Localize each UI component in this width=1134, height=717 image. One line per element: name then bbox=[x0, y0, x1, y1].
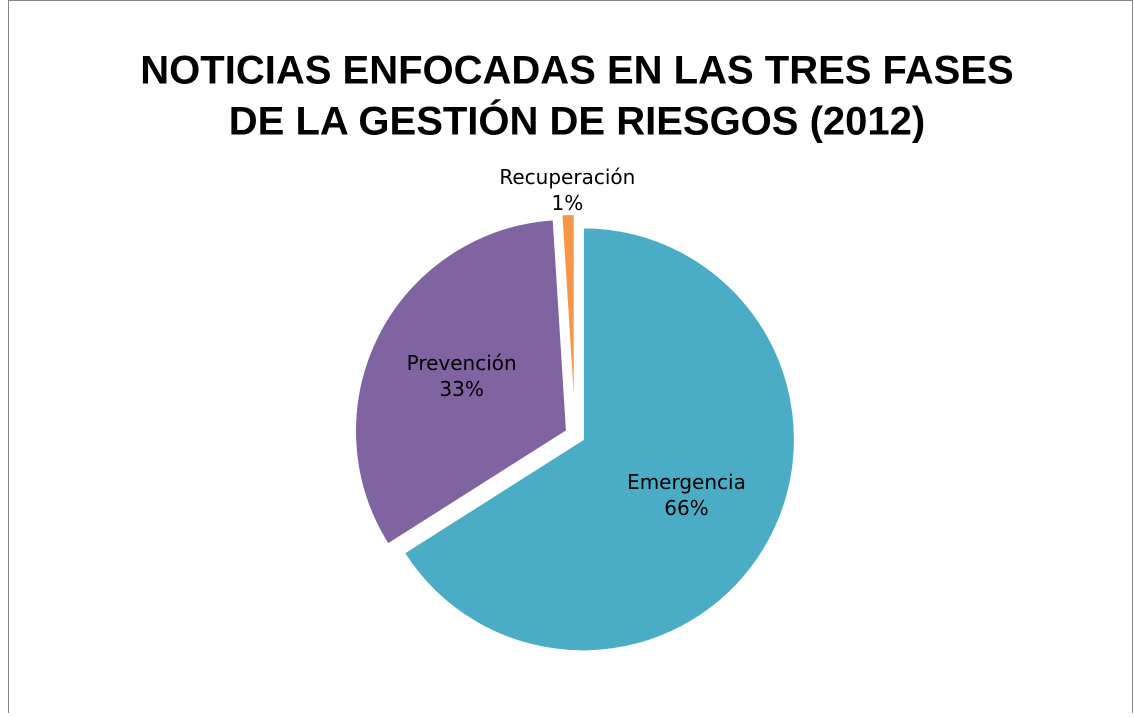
chart-title: DE LA GESTIÓN DE RIESGOS (2012) bbox=[229, 98, 925, 144]
slice-value-label: 1% bbox=[551, 191, 583, 215]
slice-label: Prevención bbox=[407, 351, 517, 375]
pie-slice bbox=[402, 226, 796, 653]
chart-title: NOTICIAS ENFOCADAS EN LAS TRES FASES bbox=[140, 49, 1013, 93]
pie-slice bbox=[560, 213, 576, 427]
slice-label: Recuperación bbox=[499, 165, 635, 189]
pie-slice bbox=[353, 218, 569, 546]
slice-value-label: 66% bbox=[664, 496, 708, 520]
slice-value-label: 33% bbox=[439, 377, 483, 401]
slice-label: Emergencia bbox=[627, 470, 746, 494]
